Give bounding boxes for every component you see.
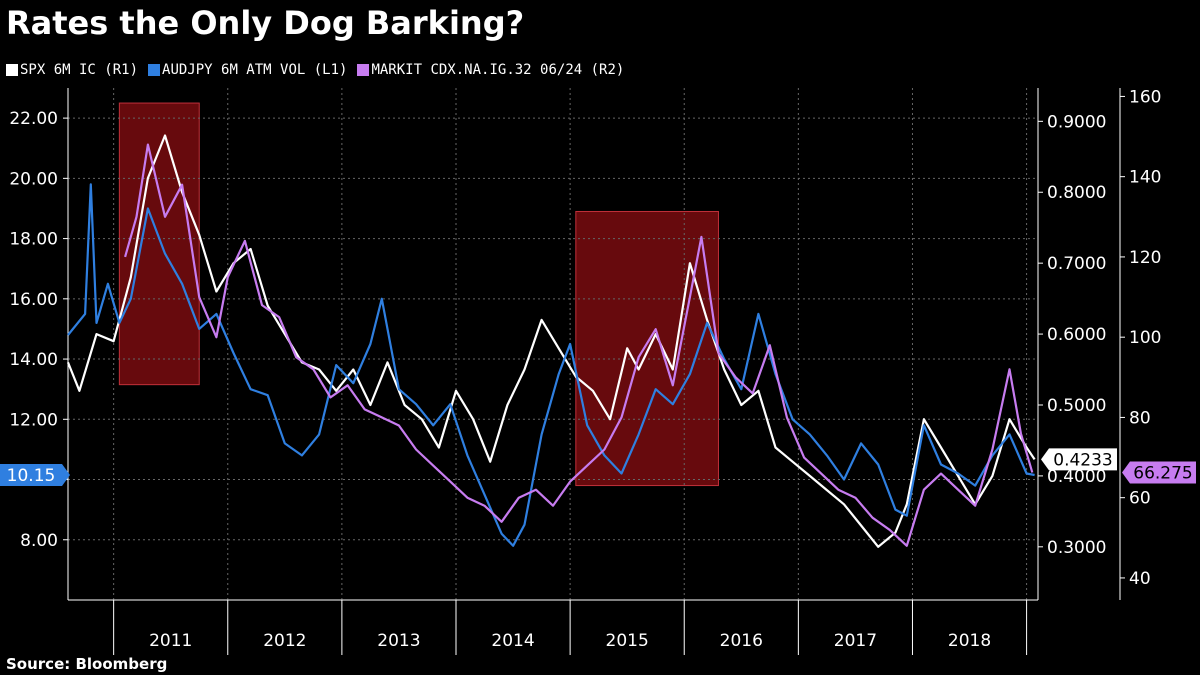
- last-value-spx-bg: [1041, 448, 1117, 471]
- last-value-cdx-bg: [1122, 461, 1196, 484]
- series: [66, 134, 1036, 548]
- legend-item-cdx: MARKIT CDX.NA.IG.32 06/24 (R2): [357, 62, 624, 78]
- x-tick-label-2018: 2018: [948, 631, 991, 651]
- legend-label-spx: SPX 6M IC (R1): [20, 62, 139, 78]
- left-tick-label: 22.00: [9, 109, 58, 129]
- right2-tick-label: 100: [1129, 328, 1161, 348]
- grid: [68, 88, 1038, 600]
- last-value-tags: 10.15 0.4233 66.275: [0, 448, 1196, 487]
- x-tick-label-2011: 2011: [149, 631, 192, 651]
- x-tick-label-2015: 2015: [606, 631, 649, 651]
- tick-labels: 201120122013201420152016201720188.0010.0…: [9, 87, 1161, 651]
- left-tick-label: 16.00: [9, 290, 58, 310]
- x-tick-label-2014: 2014: [491, 631, 534, 651]
- legend-swatch-audjpy: [148, 64, 161, 76]
- right1-tick-label: 0.3000: [1047, 538, 1106, 558]
- highlight-region-1: [118, 102, 200, 386]
- left-tick-label: 8.00: [20, 531, 58, 551]
- left-tick-label: 12.00: [9, 410, 58, 430]
- right1-tick-label: 0.9000: [1047, 112, 1106, 132]
- series-line-spx: [66, 134, 1036, 548]
- right2-tick-label: 140: [1129, 168, 1161, 188]
- source-note: Source: Bloomberg: [6, 655, 168, 673]
- right2-tick-label: 160: [1129, 87, 1161, 107]
- right2-tick-label: 80: [1129, 408, 1151, 428]
- left-tick-label: 18.00: [9, 230, 58, 250]
- right1-tick-label: 0.8000: [1047, 183, 1106, 203]
- last-value-spx: 0.4233: [1053, 450, 1112, 470]
- x-tick-label-2016: 2016: [720, 631, 763, 651]
- page-title: Rates the Only Dog Barking?: [6, 4, 525, 42]
- x-tick-label-2017: 2017: [834, 631, 877, 651]
- legend-label-cdx: MARKIT CDX.NA.IG.32 06/24 (R2): [371, 62, 625, 78]
- legend-swatch-spx: [6, 64, 18, 76]
- right1-tick-label: 0.6000: [1047, 325, 1106, 345]
- last-value-audjpy-bg: [0, 464, 70, 487]
- left-tick-label: 20.00: [9, 169, 58, 189]
- series-line-cdx: [124, 143, 1034, 547]
- legend-item-audjpy: AUDJPY 6M ATM VOL (L1): [148, 62, 347, 78]
- series-line-audjpy: [67, 183, 1035, 547]
- right2-tick-label: 60: [1129, 489, 1151, 509]
- highlight-regions: [118, 102, 719, 487]
- highlight-region-2: [575, 210, 719, 487]
- legend: SPX 6M IC (R1) AUDJPY 6M ATM VOL (L1) MA…: [6, 60, 634, 80]
- right2-tick-label: 40: [1129, 569, 1151, 589]
- left-tick-label: 14.00: [9, 350, 58, 370]
- x-tick-label-2012: 2012: [263, 631, 306, 651]
- x-tick-label-2013: 2013: [377, 631, 420, 651]
- right1-tick-label: 0.4000: [1047, 467, 1106, 487]
- last-value-audjpy: 10.15: [7, 466, 56, 486]
- legend-label-audjpy: AUDJPY 6M ATM VOL (L1): [162, 62, 348, 78]
- last-value-cdx: 66.275: [1133, 464, 1192, 484]
- right1-tick-label: 0.5000: [1047, 396, 1106, 416]
- axes: [63, 88, 1125, 655]
- legend-item-spx: SPX 6M IC (R1): [6, 62, 138, 78]
- right1-tick-label: 0.7000: [1047, 254, 1106, 274]
- legend-swatch-cdx: [357, 64, 370, 76]
- right2-tick-label: 120: [1129, 248, 1161, 268]
